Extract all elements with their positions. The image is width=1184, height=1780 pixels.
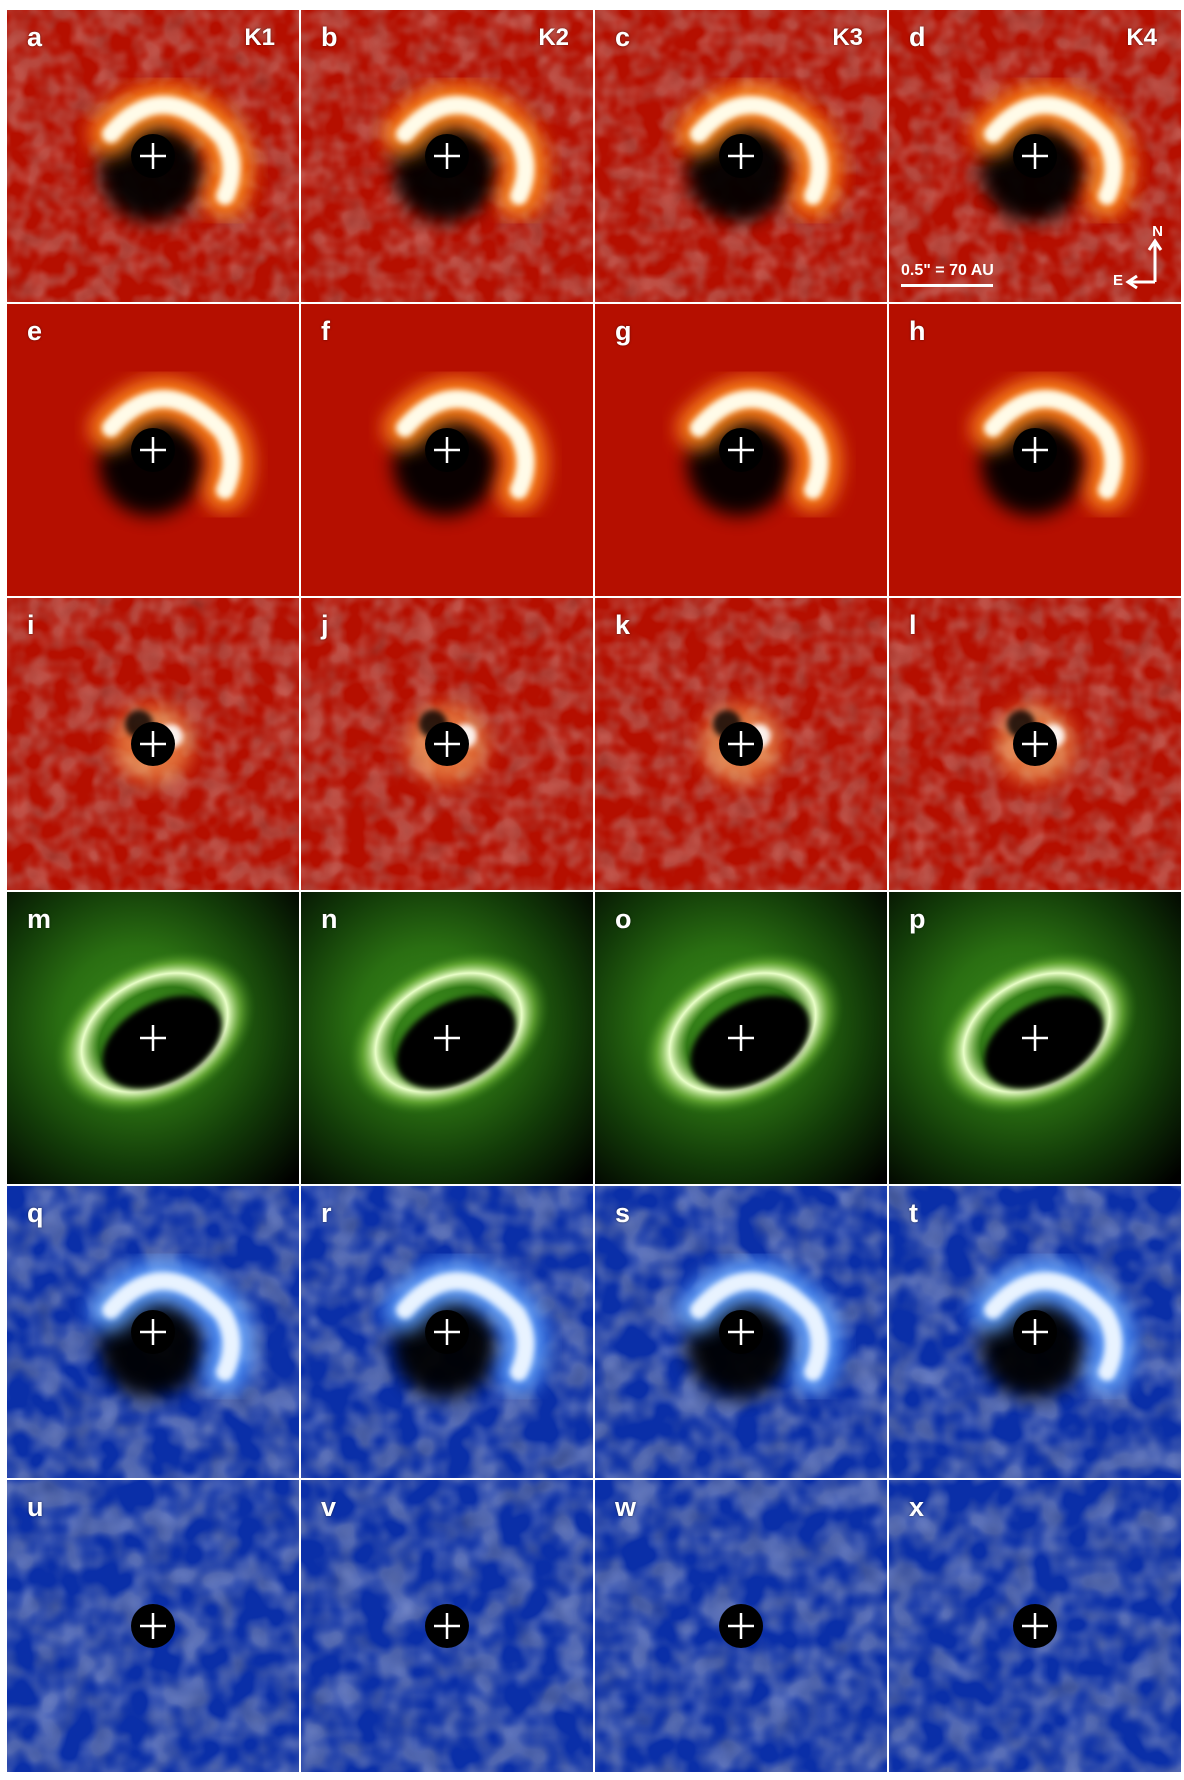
panel-image <box>595 598 887 890</box>
panel-image <box>301 10 593 302</box>
panel-letter: v <box>321 1492 337 1522</box>
compass-east-label: E <box>1113 272 1124 289</box>
panel-x: x <box>889 1480 1181 1772</box>
panel-letter: k <box>615 610 631 640</box>
panel-letter: f <box>321 316 330 346</box>
panel-image <box>595 1186 887 1478</box>
panel-image <box>301 892 593 1184</box>
panel-q: q <box>7 1186 299 1478</box>
panel-j: j <box>301 598 593 890</box>
panel-letter: a <box>27 22 43 52</box>
panel-letter: c <box>615 22 631 52</box>
panel-letter: x <box>909 1492 925 1522</box>
panel-letter: i <box>27 610 35 640</box>
scale-bar: 0.5" = 70 AU <box>901 263 994 287</box>
panel-r: r <box>301 1186 593 1478</box>
panel-letter: e <box>27 316 43 346</box>
panel-image <box>301 598 593 890</box>
panel-image <box>595 1480 887 1772</box>
panel-m: m <box>7 892 299 1184</box>
panel-image <box>7 1480 299 1772</box>
panel-image <box>301 1186 593 1478</box>
panel-t: t <box>889 1186 1181 1478</box>
panel-image <box>7 304 299 596</box>
panel-image <box>889 598 1181 890</box>
panel-v: v <box>301 1480 593 1772</box>
band-label: K3 <box>832 24 863 51</box>
panel-letter: q <box>27 1198 44 1228</box>
panel-d: d K4 0.5" = 70 AU N E <box>889 10 1181 302</box>
panel-u: u <box>7 1480 299 1772</box>
panel-letter: b <box>321 22 338 52</box>
panel-letter: j <box>321 610 329 640</box>
panel-image <box>889 1186 1181 1478</box>
panel-l: l <box>889 598 1181 890</box>
compass-north-label: N <box>1152 223 1163 240</box>
panel-k: k <box>595 598 887 890</box>
panel-image <box>889 1480 1181 1772</box>
panel-g: g <box>595 304 887 596</box>
panel-letter: m <box>27 904 52 934</box>
panel-image <box>595 304 887 596</box>
panel-image <box>595 892 887 1184</box>
panel-a: a K1 <box>7 10 299 302</box>
panel-e: e <box>7 304 299 596</box>
panel-letter: o <box>615 904 632 934</box>
panel-image <box>7 1186 299 1478</box>
compass-arrows-icon <box>1125 238 1163 290</box>
panel-image <box>889 10 1181 302</box>
scale-bar-line <box>901 284 993 287</box>
panel-letter: u <box>27 1492 44 1522</box>
panel-image <box>7 892 299 1184</box>
panel-o: o <box>595 892 887 1184</box>
panel-p: p <box>889 892 1181 1184</box>
band-label: K2 <box>538 24 569 51</box>
panel-image <box>595 10 887 302</box>
panel-letter: s <box>615 1198 631 1228</box>
panel-h: h <box>889 304 1181 596</box>
panel-f: f <box>301 304 593 596</box>
panel-s: s <box>595 1186 887 1478</box>
panel-image <box>7 598 299 890</box>
panel-image <box>7 10 299 302</box>
panel-letter: r <box>321 1198 332 1228</box>
panel-letter: h <box>909 316 926 346</box>
panel-letter: w <box>615 1492 637 1522</box>
panel-image <box>301 1480 593 1772</box>
panel-letter: p <box>909 904 926 934</box>
panel-letter: g <box>615 316 632 346</box>
panel-letter: t <box>909 1198 918 1228</box>
band-label: K1 <box>244 24 275 51</box>
panel-n: n <box>301 892 593 1184</box>
panel-c: c K3 <box>595 10 887 302</box>
panel-w: w <box>595 1480 887 1772</box>
scale-bar-label: 0.5" = 70 AU <box>901 262 994 279</box>
band-label: K4 <box>1126 24 1157 51</box>
panel-i: i <box>7 598 299 890</box>
panel-image <box>301 304 593 596</box>
panel-image <box>889 892 1181 1184</box>
panel-b: b K2 <box>301 10 593 302</box>
panel-image <box>889 304 1181 596</box>
panel-letter: l <box>909 610 917 640</box>
panel-letter: d <box>909 22 926 52</box>
panel-letter: n <box>321 904 338 934</box>
